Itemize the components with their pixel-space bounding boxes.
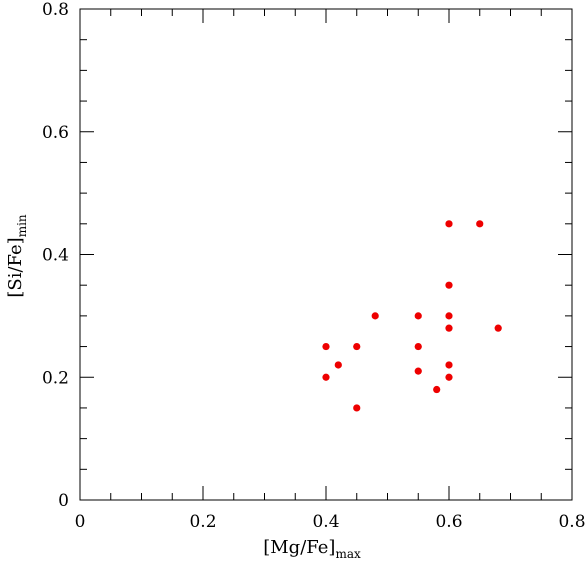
y-axis-label: [Si/Fe]min [5, 214, 29, 298]
data-point [494, 324, 502, 332]
data-point [353, 404, 361, 412]
data-point [414, 312, 422, 320]
data-point [445, 281, 453, 289]
data-point [322, 342, 330, 351]
y-tick-label: 0.2 [42, 368, 69, 388]
y-tick-label: 0.6 [42, 123, 69, 143]
data-point [414, 342, 422, 351]
x-tick-label: 0 [75, 512, 86, 532]
x-tick-label: 0.4 [312, 512, 339, 532]
x-tick-label: 0.8 [558, 512, 585, 532]
data-point [414, 367, 422, 375]
plot-frame [79, 8, 573, 501]
data-point [445, 324, 453, 332]
x-tick-label: 0.2 [189, 512, 216, 532]
x-axis-label-main: [Mg/Fe] [263, 537, 335, 558]
data-point [353, 342, 361, 351]
data-point [445, 361, 453, 369]
x-tick-label: 0.6 [435, 512, 462, 532]
data-point [445, 312, 453, 320]
y-axis-label-subscript: min [15, 214, 29, 237]
axis-tick-labels: 0 0.2 0.4 0.6 0.8 0 0.2 0.4 0.6 0.8 [42, 0, 586, 532]
data-points [322, 220, 502, 412]
data-point [371, 312, 379, 320]
data-point [322, 373, 330, 381]
x-axis-label-subscript: max [335, 547, 361, 561]
x-axis-label: [Mg/Fe]max [263, 537, 361, 561]
y-tick-label: 0 [58, 491, 69, 511]
axis-ticks [79, 8, 573, 501]
data-point [445, 373, 453, 381]
data-point [445, 220, 453, 228]
y-tick-label: 0.8 [42, 0, 69, 20]
y-axis-label-main: [Si/Fe] [5, 237, 26, 297]
data-point [433, 385, 441, 394]
data-point [476, 220, 484, 228]
data-point [334, 361, 342, 369]
y-tick-label: 0.4 [42, 246, 69, 266]
